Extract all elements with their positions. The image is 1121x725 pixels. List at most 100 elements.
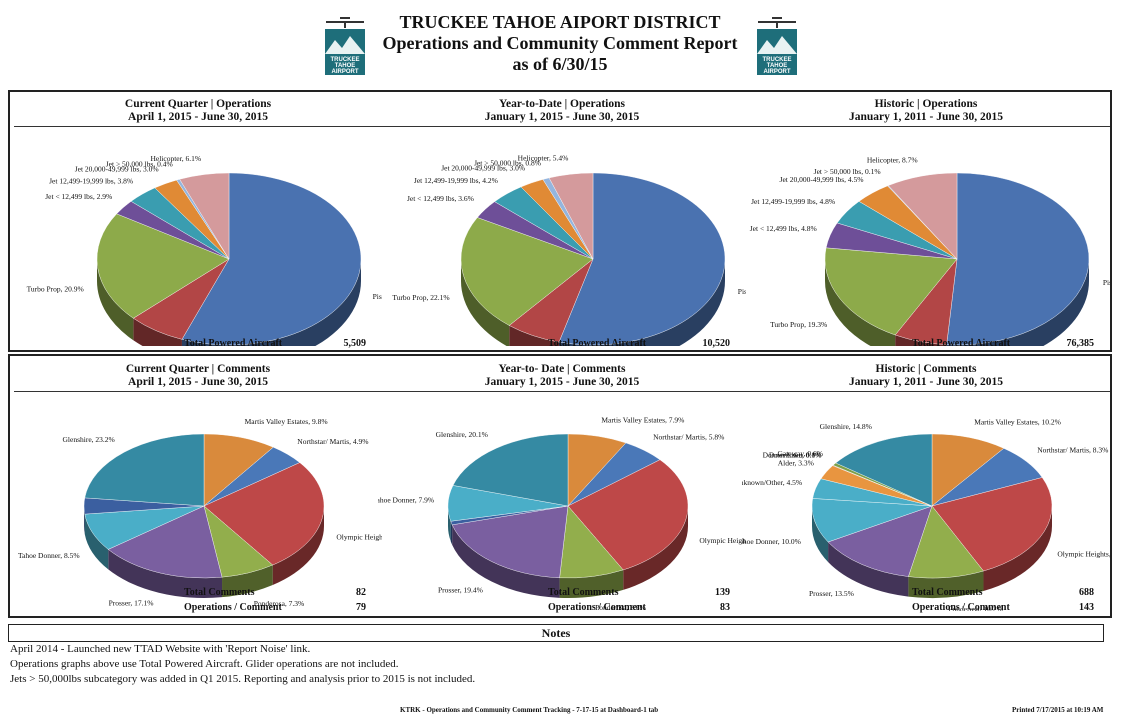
logo-text-tahoe: TAHOE [767,63,788,69]
total-value: 139 [715,587,730,598]
pie-slice-side [84,506,85,535]
chart-title-block: Current Quarter | Comments April 1, 2015 … [14,363,382,392]
chart-title-block: Year-to- Date | Comments January 1, 2015 … [378,363,746,392]
pie-slice [452,433,569,507]
pie-slice-side [509,325,560,346]
pie-slice [107,505,223,579]
slice-label: Piston Single, 54.2% [738,287,746,296]
slice-label: Helicopter, 6.1% [150,154,201,163]
title-line-2: Operations and Community Comment Report [382,33,738,53]
chart-title: Historic | Comments [875,363,977,375]
slice-label: Glenshire, 23.2% [63,435,115,444]
notes-section: Notes April 2014 - Launched new TTAD Web… [8,622,1112,692]
operations-frame [8,90,1112,352]
slice-label: Jet < 12,499 lbs, 4.8% [750,224,817,233]
slice-label: Jet 12,499-19,999 lbs, 3.8% [49,177,133,186]
pie-slice [451,505,569,579]
pie-slice [96,213,230,319]
total-label: Total Comments [548,587,619,598]
slice-label: Glenshire, 14.8% [820,422,872,431]
slice-label: Ponderosa, 7.3% [254,599,305,608]
pie-slice-side [133,318,182,346]
pie-slice-side [983,506,1052,592]
chart-subtitle: April 1, 2015 - June 30, 2015 [128,111,268,123]
title-line-1: TRUCKEE TAHOE AIPORT DISTRICT [399,12,721,32]
pie-slice [931,433,1005,507]
chart-subtitle: January 1, 2011 - June 30, 2015 [849,376,1003,388]
chart-title-block: Historic | Operations January 1, 2011 - J… [742,98,1110,127]
slice-label: Jet > 50,000 lbs, 0.8% [474,159,541,168]
pie-slice-side [828,542,909,597]
pie-slice [558,172,726,346]
slice-label: Northstar/ Martis, 8.3% [1037,446,1108,455]
title-line-3: as of 6/30/15 [512,54,608,74]
pie-slice-side [84,514,109,570]
slice-label: Jet 20,000-49,999 lbs, 3.0% [75,164,159,173]
total-value: 688 [1079,587,1094,598]
title-rule [378,126,746,127]
chart-panel: Year-to- Date | Comments January 1, 2015 … [378,361,746,619]
logo-text-truckee: TRUCKEE [762,57,791,63]
pie-slice [548,172,594,260]
note-line: April 2014 - Launched new TTAD Website w… [10,643,311,655]
chart-title-block: Current Quarter | Operations April 1, 201… [14,98,382,127]
slice-label: Turbo Prop, 22.1% [392,293,449,302]
pie-slice-side [908,571,984,598]
slice-label: Tahoe Donner, 10.0% [742,537,801,546]
total-value: 82 [356,587,366,598]
pie-slice [811,498,933,543]
pie-slice [179,172,230,260]
slice-label: Piston Single, 55.8% [373,292,382,301]
chart-title: Historic | Operations [874,98,978,110]
slice-label: Turbo Prop, 20.9% [27,284,84,293]
logo-text-truckee: TRUCKEE [330,57,359,63]
footer-printed: Printed 7/17/2015 at 10:19 AM [1012,706,1104,714]
total-label: Total Powered Aircraft [548,338,647,349]
pie-slice-side [623,506,688,590]
pie-chart: Piston Single, 54.2%Piston Twin, 6.8%Tur… [392,153,746,346]
slice-label: Jet > 50,000 lbs, 0.1% [814,167,881,176]
slice-label: Tahoe Donner, 8.5% [18,551,80,560]
pie-chart: Martis Valley Estates, 7.9% Northstar/ Ma… [378,416,746,611]
total-label: Operations / Comment [912,602,1010,613]
slice-label: Martis Valley Estates, 10.2% [974,417,1061,426]
slice-label: Jet > 50,000 lbs, 0.4% [106,160,173,169]
pie-slice [84,433,205,507]
logo-text-airport: AIRPORT [332,69,359,75]
slice-label: Jet 12,499-19,999 lbs, 4.2% [414,176,498,185]
slice-label: Tahoe Donner, 7.9% [378,496,434,505]
pie-slice [460,217,594,326]
total-label: Operations / Comment [548,602,646,613]
pie-slice-side [108,549,223,598]
pie-slice [203,433,274,507]
pie-slice [181,172,362,346]
slice-label: Martis Valley Estates, 9.8% [245,417,328,426]
pie-slice-side [812,506,829,562]
total-label: Total Comments [184,587,255,598]
slice-label: Olympic Heights, 24.4% [1057,549,1110,558]
title-rule [378,391,746,392]
slice-label: Olympic Heights, 25.6% [336,533,382,542]
slice-label: Ponderosa, 8.6% [595,603,646,611]
slice-label: Turbo Prop, 19.3% [770,320,827,329]
notes-heading: Notes [8,624,1104,642]
chart-subtitle: January 1, 2015 - June 30, 2015 [484,376,640,388]
chart-panel: Historic | Comments January 1, 2011 - Jun… [742,361,1110,619]
slice-label: Glenshire, 20.1% [436,430,488,439]
pie-chart: Piston Single, 55.8%Piston Twin, 7.1%Tur… [27,154,382,346]
pie-chart: Martis Valley Estates, 10.2% Northstar/ M… [742,417,1110,611]
airport-logo: TRUCKEE TAHOE AIRPORT [752,14,802,78]
slice-label: Prosser, 13.5% [809,589,854,598]
chart-panel: Year-to-Date | Operations January 1, 2015… [378,96,746,354]
title-rule [14,126,382,127]
airport-logo: TRUCKEE TAHOE AIRPORT [320,14,370,78]
total-value: 10,520 [702,338,731,349]
chart-title-block: Historic | Comments January 1, 2011 - Jun… [742,363,1110,392]
total-value: 83 [720,602,730,613]
note-line: Jets > 50,000lbs subcategory was added i… [10,673,476,685]
slice-label: Ponderosa, 10.2% [948,604,1002,611]
title-rule [742,391,1110,392]
slice-label: Jet 20,000-49,999 lbs, 4.5% [780,175,864,184]
pie-slice [567,459,689,571]
pie-slice [887,172,958,260]
